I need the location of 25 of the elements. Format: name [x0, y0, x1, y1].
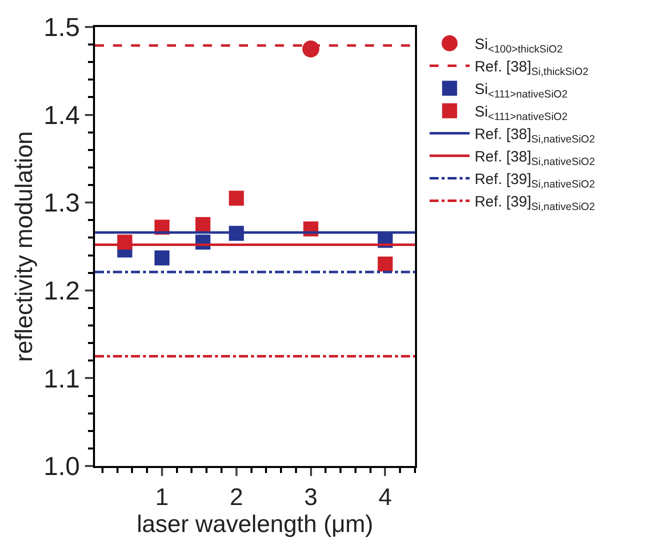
y-tick-label: 1.2: [44, 276, 80, 306]
point: [195, 217, 210, 232]
y-axis-title: reflectivity modulation: [11, 131, 38, 362]
legend-label: Si$_{<111>nativeSiO2}$: [474, 81, 568, 100]
x-tick-label: 3: [304, 484, 318, 511]
x-axis-title: laser wavelength (μm): [136, 510, 374, 538]
legend-label: Si$_{<100>thickSiO2}$: [474, 36, 563, 56]
legend-label: Si$_{<111>nativeSiO2}$: [474, 104, 568, 123]
y-tick-label: 1.3: [44, 188, 80, 218]
point: [154, 250, 170, 266]
y-tick-label: 1.5: [44, 12, 80, 42]
y-tick-label: 1.1: [44, 363, 80, 394]
point: [228, 190, 244, 206]
y-tick-label: 1.0: [44, 451, 80, 482]
legend-label: Ref. [38]$_{Si,nativeSiO2}$: [474, 148, 596, 168]
y-tick-label: 1.4: [44, 100, 80, 130]
legend-label: Ref. [38]$_{Si,thickSiO2}$: [474, 58, 589, 78]
legend-label: Ref. [38]$_{Si,nativeSiO2}$: [474, 126, 596, 146]
point: [302, 40, 320, 58]
x-tick-label: 1: [155, 484, 169, 511]
point: [378, 256, 393, 272]
x-tick-label: 4: [378, 484, 392, 511]
legend-label: Ref. [39]$_{Si,nativeSiO2}$: [474, 171, 596, 190]
legend-label: Ref. [39]$_{Si,nativeSiO2}$: [474, 194, 596, 213]
x-tick-label: 2: [230, 484, 244, 511]
